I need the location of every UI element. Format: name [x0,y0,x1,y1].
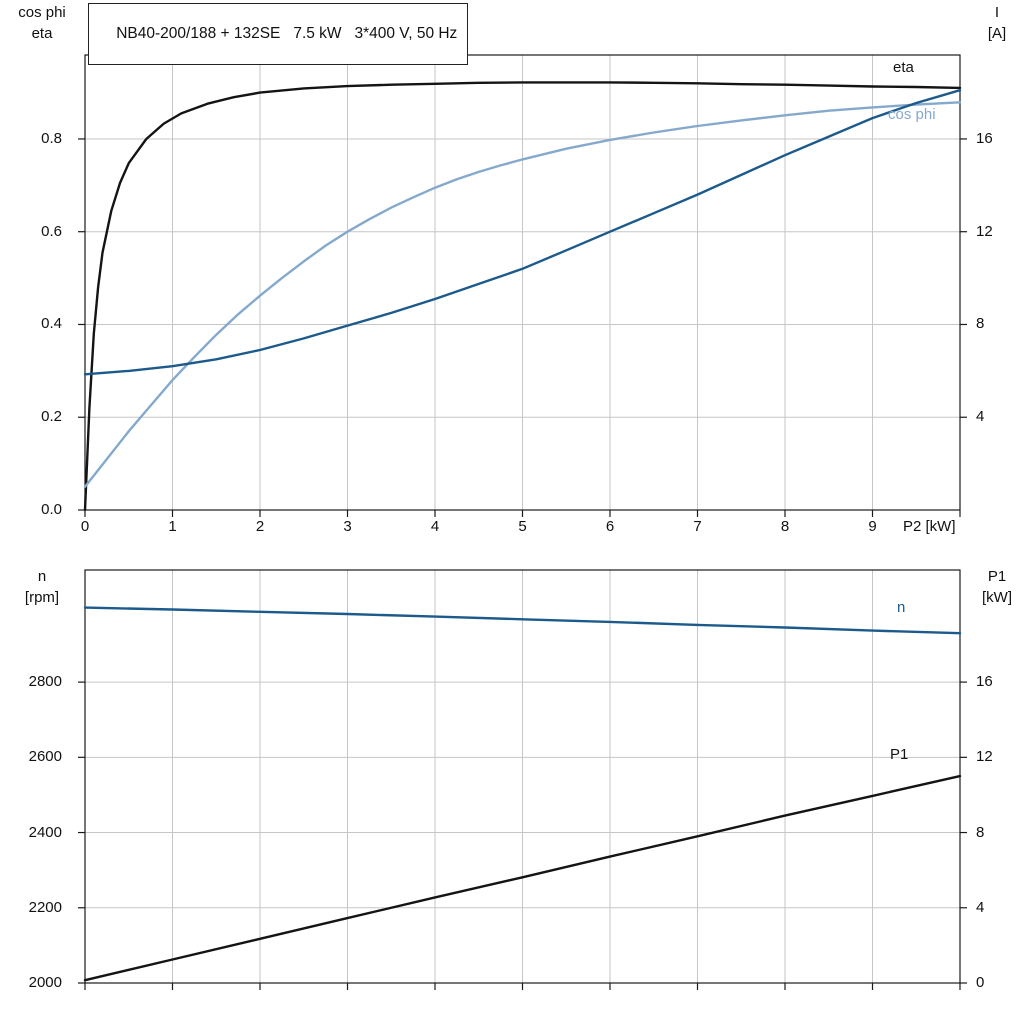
tick-label: 16 [976,129,993,147]
tick-label: 4 [976,408,985,426]
tick-label: 2000 [28,974,62,991]
tick-label: 12 [976,748,993,766]
top-right-axis-label-line1: I [994,4,1000,21]
series-label-p1: P1 [890,746,909,763]
tick-label: 2800 [28,673,62,691]
tick-label: 0.2 [41,408,62,426]
series-label-n: n [897,599,906,616]
series-label-eta: eta [893,59,914,76]
top-left-axis-label-line1: cos phi [18,4,66,21]
bottom-left-axis-label-line2: [rpm] [24,589,60,606]
top-left-axis-label-line2: eta [31,25,53,42]
series-label-cosphi: cos phi [888,106,936,123]
bottom-right-axis-label-line2: [kW] [982,589,1012,606]
tick-label: 6 [605,518,615,535]
tick-label: 8 [976,823,985,841]
tick-label: 16 [976,673,993,691]
bottom-left-axis-label-line1: n [37,568,47,585]
tick-label: 9 [868,518,877,535]
tick-label: 0.4 [41,315,62,333]
tick-label: 2400 [28,823,62,841]
tick-label: 0 [80,518,90,535]
tick-label: 4 [976,898,985,916]
tick-label: 2200 [28,898,62,916]
tick-label: 1 [168,518,177,535]
tick-label: 12 [976,222,993,240]
top-right-axis-label-line2: [A] [987,25,1007,42]
x-axis-end-label: P2 [kW] [903,518,956,535]
chart-title: NB40-200/188 + 132SE 7.5 kW 3*400 V, 50 … [116,25,458,42]
tick-label: 0.6 [41,222,62,240]
tick-label: 2 [255,518,265,535]
chart-title-box: NB40-200/188 + 132SE 7.5 kW 3*400 V, 50 … [88,3,469,65]
tick-label: 0 [976,974,985,991]
tick-label: 4 [430,518,440,535]
tick-label: 0.0 [41,501,62,518]
tick-label: 2600 [28,748,62,766]
tick-label: 3 [343,518,352,535]
bottom-right-axis-label-line1: P1 [987,568,1007,585]
tick-label: 8 [780,518,790,535]
tick-label: 0.8 [41,129,62,147]
tick-label: 7 [693,518,702,535]
tick-label: 5 [518,518,527,535]
tick-label: 8 [976,315,985,333]
